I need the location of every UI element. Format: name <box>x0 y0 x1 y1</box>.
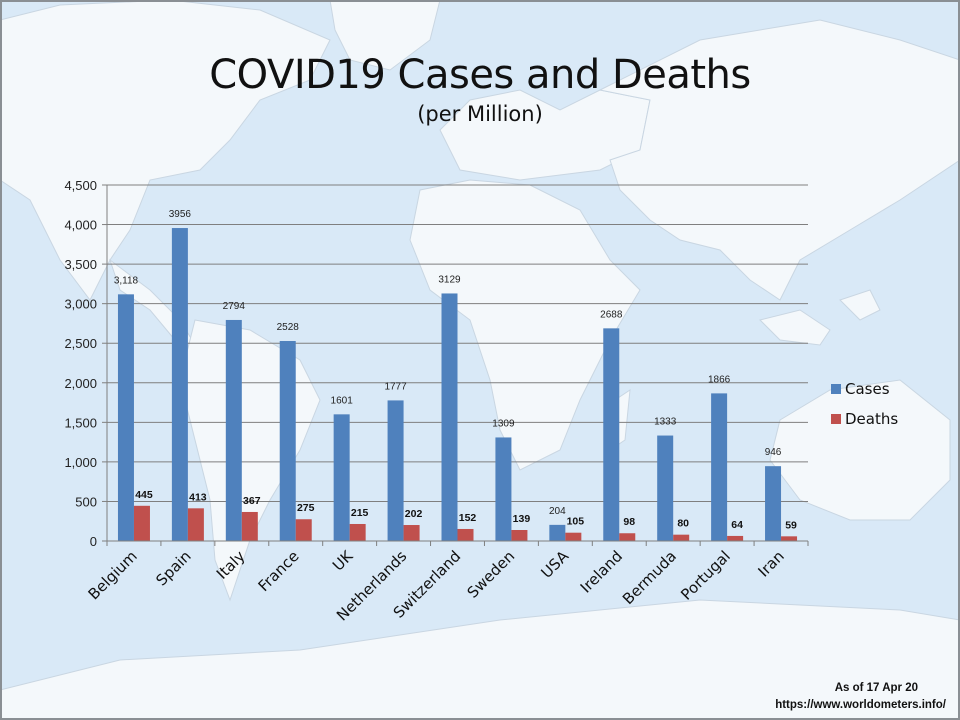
x-tick-label: Spain <box>152 547 194 589</box>
y-tick-label: 3,500 <box>64 257 97 272</box>
data-label-cases: 1333 <box>654 417 677 428</box>
data-label-deaths: 59 <box>785 519 797 531</box>
bar-cases-france <box>279 341 296 541</box>
x-tick-label: Belgium <box>85 547 141 603</box>
source-link[interactable]: https://www.worldometers.info/ <box>775 699 946 711</box>
y-tick-label: 3,000 <box>64 297 97 312</box>
footer: As of 17 Apr 20 https://www.worldometers… <box>775 680 946 714</box>
bar-deaths-belgium <box>133 505 150 541</box>
data-label-cases: 3,118 <box>114 275 139 286</box>
legend: Cases Deaths <box>831 380 898 428</box>
data-label-cases: 2528 <box>277 322 300 333</box>
data-labels: 3,118 445 3956 413 2794 367 2528 275 1601 215 1777… <box>114 209 797 531</box>
data-label-deaths: 64 <box>731 519 743 531</box>
data-label-deaths: 413 <box>189 491 207 503</box>
bar-deaths-sweden <box>511 530 528 541</box>
data-label-cases: 204 <box>549 506 566 517</box>
bar-cases-switzerland <box>441 293 458 541</box>
data-label-cases: 2794 <box>223 301 246 312</box>
data-label-cases: 1309 <box>492 418 515 429</box>
x-tick-label: Italy <box>213 547 249 583</box>
legend-label-deaths: Deaths <box>845 410 898 428</box>
x-tick-label: France <box>255 547 303 595</box>
data-label-deaths: 275 <box>297 502 315 514</box>
data-label-deaths: 98 <box>623 516 635 528</box>
y-tick-label: 0 <box>90 534 97 549</box>
y-tick-label: 2,000 <box>64 376 97 391</box>
data-label-cases: 2688 <box>600 309 623 320</box>
bar-cases-iran <box>765 466 782 541</box>
bar-deaths-uk <box>349 523 366 541</box>
bar-cases-usa <box>549 524 566 541</box>
legend-swatch-cases <box>831 384 841 394</box>
data-label-deaths: 152 <box>459 512 477 524</box>
y-tick-label: 4,500 <box>64 178 97 193</box>
bar-cases-uk <box>333 414 350 541</box>
data-label-deaths: 445 <box>135 489 153 501</box>
bar-cases-sweden <box>495 437 512 541</box>
bar-cases-bermuda <box>657 435 674 541</box>
y-tick-label: 1,000 <box>64 455 97 470</box>
x-tick-label: UK <box>329 546 357 574</box>
legend-label-cases: Cases <box>845 380 890 398</box>
bar-deaths-ireland <box>619 533 636 541</box>
bar-deaths-switzerland <box>457 528 474 541</box>
bar-cases-italy <box>225 319 242 541</box>
x-tick-label: Bermuda <box>619 547 680 608</box>
data-label-deaths: 105 <box>567 516 585 528</box>
y-tick-label: 1,500 <box>64 415 97 430</box>
data-label-deaths: 202 <box>405 508 423 520</box>
data-label-deaths: 367 <box>243 495 261 507</box>
bar-cases-portugal <box>711 393 728 541</box>
x-tick-label: USA <box>537 547 572 582</box>
bar-deaths-france <box>295 519 312 541</box>
x-tick-label: Ireland <box>577 547 626 596</box>
data-label-deaths: 139 <box>513 513 531 525</box>
x-tick-label: Iran <box>754 547 787 580</box>
legend-swatch-deaths <box>831 414 841 424</box>
bar-deaths-iran <box>781 536 798 541</box>
y-tick-label: 500 <box>75 494 97 509</box>
bars <box>117 228 798 541</box>
chart-subtitle: (per Million) <box>417 102 543 126</box>
x-axis: Belgium Spain Italy France UKNetherlandsSwit… <box>85 540 809 624</box>
data-label-cases: 1866 <box>708 374 731 385</box>
bar-cases-ireland <box>603 328 620 541</box>
bar-cases-spain <box>171 228 188 541</box>
y-axis: 0 500 1,000 1,500 2,000 2,500 3,000 3,500 4,000 4… <box>64 178 108 549</box>
bar-cases-netherlands <box>387 400 404 541</box>
bar-cases-belgium <box>117 294 134 541</box>
bar-deaths-spain <box>187 508 204 541</box>
data-label-deaths: 215 <box>351 507 369 519</box>
y-tick-label: 2,500 <box>64 336 97 351</box>
data-label-cases: 3956 <box>169 209 192 220</box>
bar-deaths-italy <box>241 511 258 541</box>
bar-deaths-netherlands <box>403 525 420 541</box>
bar-deaths-portugal <box>727 535 744 541</box>
data-label-cases: 3129 <box>438 274 461 285</box>
chart-title: COVID19 Cases and Deaths <box>209 52 751 98</box>
y-tick-label: 4,000 <box>64 218 97 233</box>
x-tick-label: Portugal <box>677 547 734 604</box>
as-of-date: As of 17 Apr 20 <box>834 682 918 694</box>
data-label-cases: 1777 <box>384 381 407 392</box>
data-label-deaths: 80 <box>677 518 689 530</box>
bar-deaths-usa <box>565 532 582 541</box>
data-label-cases: 946 <box>765 447 782 458</box>
bar-deaths-bermuda <box>673 534 690 541</box>
x-tick-label: Sweden <box>464 547 519 602</box>
data-label-cases: 1601 <box>331 395 354 406</box>
